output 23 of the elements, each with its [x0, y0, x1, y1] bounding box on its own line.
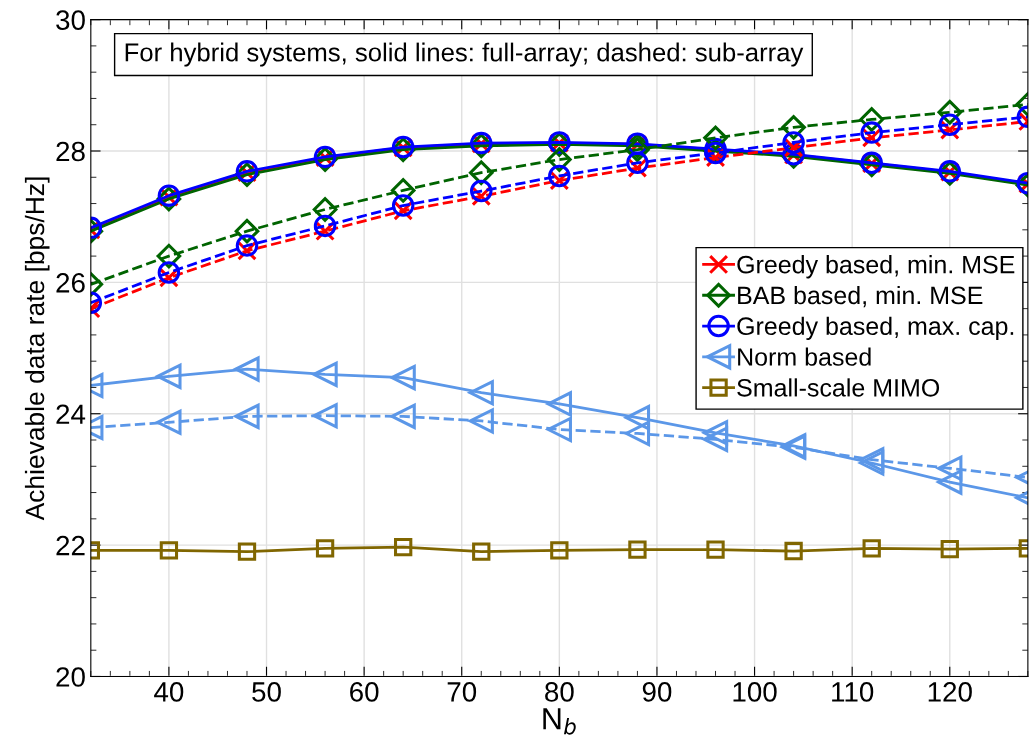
- x-tick-label: 50: [252, 682, 281, 702]
- x-tick-label: 110: [832, 682, 874, 702]
- x-tick-label: 100: [733, 682, 777, 702]
- legend-label: Greedy based, min. MSE: [737, 255, 1015, 279]
- y-tick-label: 26: [56, 273, 85, 293]
- x-tick-label: 40: [154, 682, 184, 702]
- y-tick-label: 24: [56, 404, 86, 424]
- x-axis-title: N$_{b}$: [543, 708, 576, 735]
- x-tick-label: 90: [642, 682, 672, 702]
- y-axis-title: Achievable data rate [bps/Hz]: [24, 177, 50, 521]
- x-tick-label: 120: [928, 682, 972, 702]
- y-tick-label: 30: [56, 10, 85, 30]
- x-tick-label: 70: [447, 682, 477, 702]
- x-tick-label: 60: [350, 682, 379, 702]
- annotation: For hybrid systems, solid lines: full-array; dashed: sub-array: [125, 42, 804, 67]
- y-tick-label: 20: [56, 667, 85, 687]
- legend-label: BAB based, min. MSE: [738, 285, 983, 308]
- x-tick-label: 80: [545, 682, 574, 702]
- y-tick-label: 22: [56, 535, 85, 556]
- y-tick-label: 28: [56, 141, 85, 162]
- legend-label: Greedy based, max. cap.: [737, 316, 1014, 340]
- legend-label: Norm based: [738, 347, 871, 366]
- legend-label: Small-scale MIMO: [737, 378, 940, 397]
